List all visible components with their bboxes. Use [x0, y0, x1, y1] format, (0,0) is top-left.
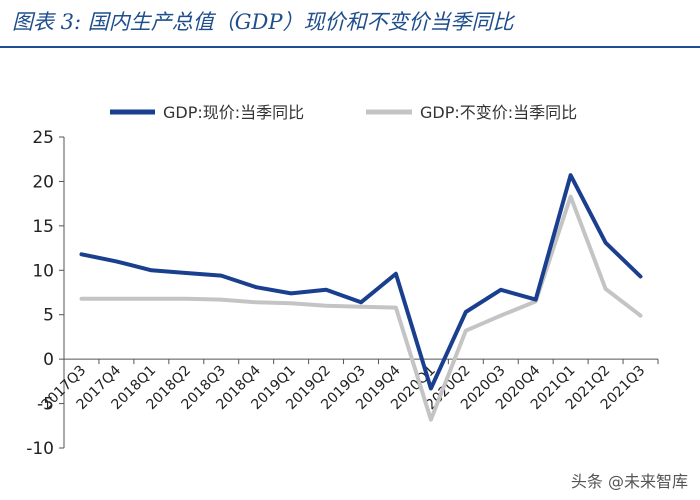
series-line-constant-price — [79, 194, 643, 422]
y-tick-label: -5 — [37, 395, 54, 415]
legend-current-price-label: GDP:现价:当季同比 — [163, 103, 304, 122]
series-line-current-price — [79, 173, 643, 391]
y-tick-label: 5 — [43, 306, 54, 326]
y-tick-label: 10 — [32, 261, 54, 281]
title-rule — [0, 46, 700, 48]
figure-title: 图表 3: 国内生产总值（GDP）现价和不变价当季同比 — [12, 10, 514, 34]
y-tick-label: 25 — [32, 128, 54, 148]
watermark: 头条 @未来智库 — [570, 472, 688, 491]
legend-constant-price-label: GDP:不变价:当季同比 — [420, 103, 577, 122]
y-tick-label: 0 — [43, 350, 54, 370]
y-tick-label: 15 — [32, 217, 54, 237]
y-tick-label: 20 — [32, 172, 54, 192]
y-tick-label: -10 — [26, 439, 54, 459]
